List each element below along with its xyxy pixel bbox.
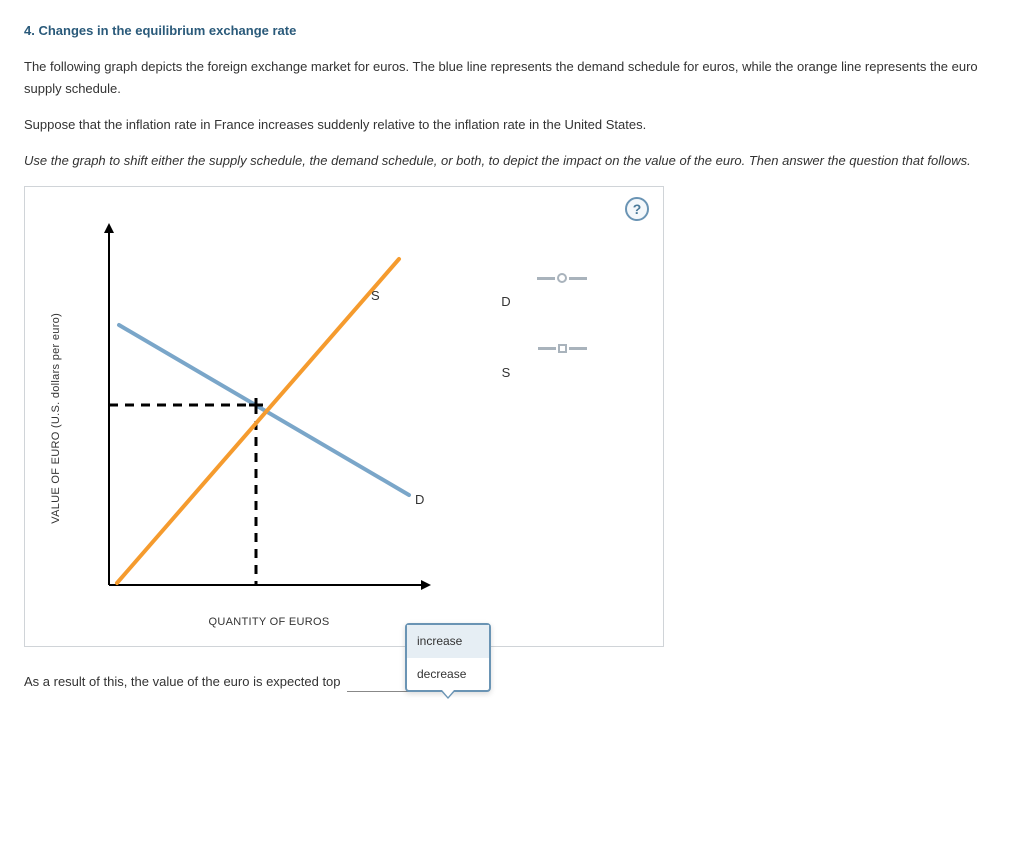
help-icon: ? xyxy=(633,198,642,222)
dropdown-option-decrease[interactable]: decrease xyxy=(407,658,489,690)
graph-panel: ? VALUE OF EURO (U.S. dollars per euro) … xyxy=(24,186,664,647)
dropdown-option-increase[interactable]: increase xyxy=(407,625,489,657)
intro-paragraph-2: Suppose that the inflation rate in Franc… xyxy=(24,114,1000,136)
question-heading: 4. Changes in the equilibrium exchange r… xyxy=(24,20,1000,42)
legend-label-demand: D xyxy=(479,291,533,313)
supply-line-label: S xyxy=(371,285,380,307)
x-axis-label: QUANTITY OF EUROS xyxy=(109,613,429,632)
y-axis-label: VALUE OF EURO (U.S. dollars per euro) xyxy=(47,313,66,524)
graph-help-button[interactable]: ? xyxy=(625,197,649,221)
legend-item-supply[interactable]: S xyxy=(479,342,645,384)
legend-item-demand[interactable]: D xyxy=(479,271,645,313)
legend-swatch-supply xyxy=(479,342,645,356)
answer-sentence-prefix: As a result of this, the value of the eu… xyxy=(24,671,341,693)
chart-svg xyxy=(69,205,449,605)
chart-plot-area[interactable]: S D xyxy=(69,205,449,605)
demand-line-label: D xyxy=(415,489,424,511)
instruction-text: Use the graph to shift either the supply… xyxy=(24,150,1000,172)
intro-paragraph-1: The following graph depicts the foreign … xyxy=(24,56,1000,100)
answer-dropdown-popup: increase decrease xyxy=(405,623,491,692)
legend-label-supply: S xyxy=(479,362,533,384)
legend-swatch-demand xyxy=(479,271,645,285)
chart-legend: D S xyxy=(449,205,645,632)
dropdown-arrow-icon xyxy=(440,690,456,699)
